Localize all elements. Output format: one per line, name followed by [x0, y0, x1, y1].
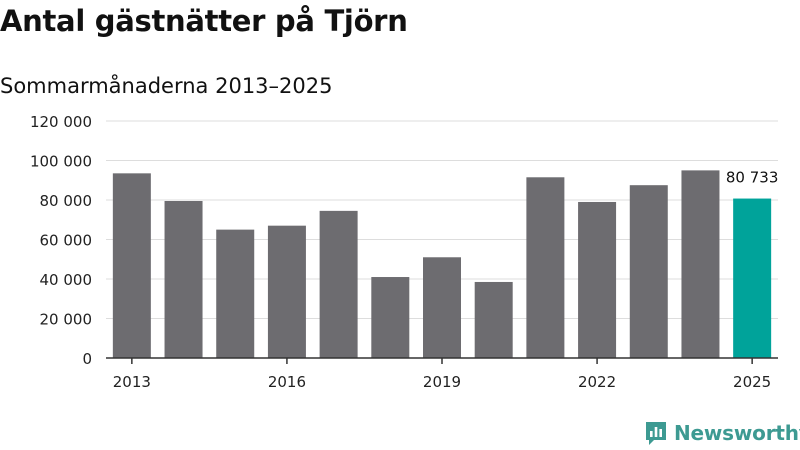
bar-2018	[371, 277, 410, 358]
y-tick-label: 20 000	[40, 311, 93, 329]
y-tick-label: 40 000	[40, 271, 93, 289]
newsworthy-logo-icon	[646, 422, 666, 445]
chart-title: Antal gästnätter på Tjörn	[0, 4, 408, 38]
bar-2019	[423, 257, 461, 358]
y-tick-label: 120 000	[30, 113, 92, 131]
bar-2017	[319, 210, 358, 358]
bar-2024	[681, 170, 720, 358]
x-tick-label: 2019	[423, 373, 461, 391]
bar-chart: 0 20 000 40 000 60 000 80 000 100 000 120 000 2…	[30, 113, 779, 391]
brand-name: Newsworthy	[674, 421, 800, 445]
x-tick-label: 2013	[113, 373, 151, 391]
bar-2021	[526, 177, 565, 358]
bar-2020	[474, 281, 513, 358]
bar-2023	[629, 185, 668, 358]
y-tick-label: 100 000	[30, 153, 92, 171]
y-tick-label: 60 000	[40, 232, 93, 250]
bar-2015	[216, 229, 255, 358]
x-tick-label: 2022	[578, 373, 616, 391]
bar-2016	[267, 225, 306, 358]
x-tick-label: 2016	[268, 373, 306, 391]
bar-2022	[578, 201, 617, 358]
bar-2025	[733, 198, 772, 358]
y-tick-label: 80 000	[40, 192, 93, 210]
chart-subtitle: Sommarmånaderna 2013–2025	[0, 74, 333, 98]
bar-2013	[112, 173, 151, 358]
x-tick-label: 2025	[733, 373, 771, 391]
y-tick-label: 0	[82, 350, 92, 368]
bar-2014	[164, 200, 203, 358]
newsworthy-brand: Newsworthy	[644, 420, 800, 446]
data-label: 80 733	[726, 169, 779, 187]
